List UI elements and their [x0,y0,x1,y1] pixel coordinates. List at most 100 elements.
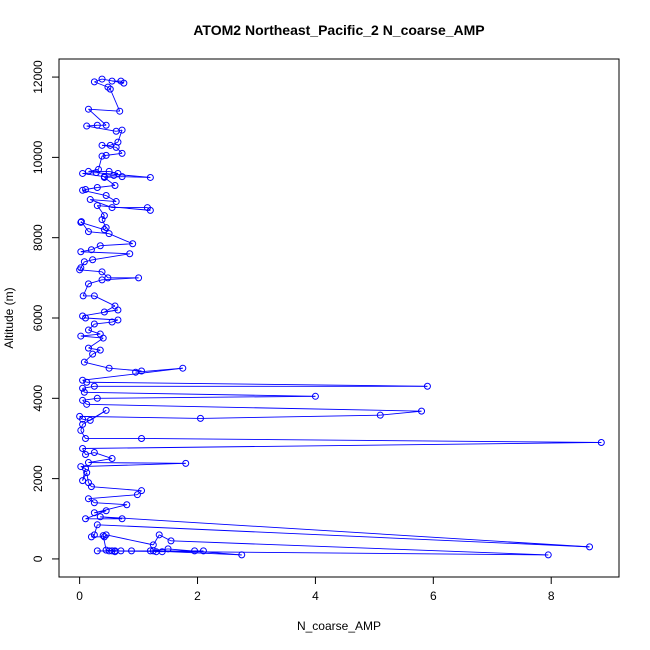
data-point [99,532,107,540]
data-point [83,122,91,130]
series-segment [86,472,89,483]
data-point [167,537,175,545]
x-axis: 0 2 4 6 8 [76,576,555,603]
series-segment [85,317,118,321]
data-point [114,306,122,314]
plot-frame [58,58,620,578]
data-point [82,314,90,322]
series-segment [101,215,105,220]
y-tick-label: 10000 [31,140,45,174]
series-segment [85,510,107,520]
series-segment [80,466,86,469]
data-point [82,434,90,442]
x-tick-label: 2 [194,589,201,603]
data-point [123,501,131,509]
data-point [102,151,110,159]
data-point [418,407,426,415]
data-point [104,274,112,282]
data-point [138,434,146,442]
series-segment [104,175,114,178]
data-point [77,332,85,340]
data-point [99,334,107,342]
data-point [90,382,98,390]
series-segment [86,125,117,132]
data-point [93,183,101,191]
data-point [87,246,95,254]
series-segment [122,176,151,178]
series-segment [88,462,186,464]
series-segment [88,108,120,112]
data-point [110,171,118,179]
data-point [82,515,90,523]
series-segment [105,195,117,202]
data-point [105,230,113,238]
data-point [135,274,143,282]
data-point [108,455,116,463]
data-point [102,406,110,414]
data-point [191,547,199,555]
series-segment [84,391,316,397]
data-point [118,126,126,134]
data-point [77,218,85,226]
data-point [199,547,207,555]
data-point [118,173,126,181]
series-segment [170,540,549,556]
series-segment [82,397,98,401]
data-point [93,121,101,129]
data-point [100,533,108,541]
series-segment [101,144,117,148]
data-point [87,533,95,541]
data-point [84,459,92,467]
data-point [84,105,92,113]
data-point [84,280,92,288]
series-segment [94,502,127,506]
series-segment [82,309,119,317]
data-point [100,308,108,316]
data-point [149,547,157,555]
data-point [108,77,116,85]
data-point [89,256,97,264]
series-segment [88,458,113,464]
data-point [132,368,140,376]
series-segment [84,259,93,263]
data-point [83,469,91,477]
data-point [311,392,319,400]
data-point [111,181,119,189]
series-segment [82,388,85,393]
x-tick-label: 0 [76,589,83,603]
data-point [79,396,87,404]
data-point [90,449,98,457]
data-point [196,414,204,422]
data-point [98,141,106,149]
data-point [182,459,190,467]
series-segment [102,535,107,551]
data-point [98,152,106,160]
series-segment [97,205,151,211]
series-segment [109,367,142,372]
data-point [133,491,141,499]
y-tick-label: 12000 [31,60,45,94]
data-point [79,376,87,384]
data-point [84,495,92,503]
data-point [82,451,90,459]
series-segment [90,199,117,202]
series-segment [80,335,104,339]
series-segment [82,172,97,174]
y-tick-label: 2000 [31,465,45,492]
series-segment [100,243,133,247]
data-point [376,411,384,419]
data-point [84,228,92,236]
data-point [106,141,114,149]
x-tick-label: 6 [430,589,437,603]
series-segment [110,141,119,146]
series-segment [104,305,116,313]
data-point [106,85,114,93]
series-segment [82,367,183,381]
data-point [90,78,98,86]
series-segment [91,486,142,492]
data-point [80,388,88,396]
data-point [544,551,552,559]
series-segment [81,221,89,232]
series-segment [80,222,105,231]
